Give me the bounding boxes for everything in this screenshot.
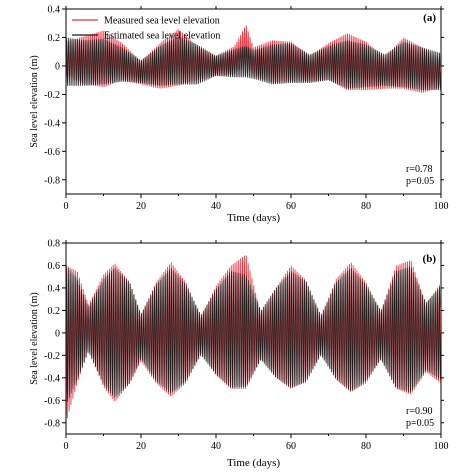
panel-a-y-tick-label: 0.2: [48, 33, 61, 44]
panel-a-x-tick-label: 40: [211, 201, 221, 212]
panel-b-y-tick-label: -0.2: [44, 351, 60, 362]
panel-b-y-tick-label: -0.6: [44, 396, 60, 407]
panel-a-x-tick-label: 20: [136, 201, 146, 212]
panel-a-y-tick-label: 0: [55, 61, 60, 72]
panel-b-x-tick-label: 20: [136, 441, 146, 452]
panel-a-x-tick-label: 80: [361, 201, 371, 212]
panel-b-y-tick-label: 0.8: [48, 239, 61, 250]
panel-a-xlabel: Time (days): [227, 212, 280, 224]
panel-b-x-tick-label: 40: [211, 441, 221, 452]
legend-label-measured: Measured sea level elevation: [104, 16, 220, 27]
panel-b-plot: [66, 255, 441, 419]
panel-a-r-annotation: r=0.78: [406, 164, 432, 175]
panel-a-p-annotation: p=0.05: [406, 176, 434, 187]
panel-a-label: (a): [423, 12, 436, 24]
panel-a-ylabel: Sea level elevation (m): [29, 55, 40, 147]
legend: Measured sea level elevation Estimated s…: [72, 16, 220, 42]
panel-a-y-tick-label: 0.4: [48, 5, 61, 16]
legend-label-estimated: Estimated sea level elevation: [104, 31, 220, 42]
panel-b: 0 20 40 60 80 100 0.8 0.6 0.4 0.2 0 -0.2 -0.4 -0.6 -0.…: [29, 239, 449, 470]
panel-b-xlabel: Time (days): [227, 457, 280, 469]
panel-a-y-tick-label: -0.2: [44, 90, 60, 101]
panel-b-y-tick-label: 0.4: [48, 283, 61, 294]
panel-b-y-tick-label: 0.2: [48, 306, 61, 317]
panel-a-y-tick-label: -0.6: [44, 147, 60, 158]
panel-b-p-annotation: p=0.05: [406, 418, 434, 429]
panel-b-y-tick-label: 0: [55, 328, 60, 339]
panel-b-ylabel: Sea level elevation (m): [29, 292, 40, 384]
panel-b-y-tick-label: -0.4: [44, 373, 60, 384]
panel-b-x-tick-label: 100: [434, 441, 449, 452]
panel-b-series-estimated: [66, 266, 441, 402]
panel-a-x-tick-label: 60: [286, 201, 296, 212]
panel-a-y-tick-label: -0.4: [44, 118, 60, 129]
panel-a-series-estimated: [66, 36, 441, 91]
panel-a-x-tick-label: 0: [64, 201, 69, 212]
panel-b-axes: 0 20 40 60 80 100 0.8 0.6 0.4 0.2 0 -0.2 -0.4 -0.6 -0.…: [44, 239, 448, 453]
panel-b-label: (b): [423, 253, 437, 265]
panel-b-y-tick-label: -0.8: [44, 418, 60, 429]
panel-b-r-annotation: r=0.90: [406, 406, 432, 417]
panel-b-x-tick-label: 60: [286, 441, 296, 452]
panel-a-axes: 0 20 40 60 80 100 0.4 0.2 0 -0.2 -0.4 -0.6 -0.8: [44, 5, 448, 213]
panel-b-x-tick-label: 0: [64, 441, 69, 452]
panel-a-y-tick-label: -0.8: [44, 175, 60, 186]
panel-a-plot: [66, 25, 441, 93]
panel-a-x-tick-label: 100: [434, 201, 449, 212]
panel-b-y-tick-label: 0.6: [48, 261, 61, 272]
panel-b-x-tick-label: 80: [361, 441, 371, 452]
